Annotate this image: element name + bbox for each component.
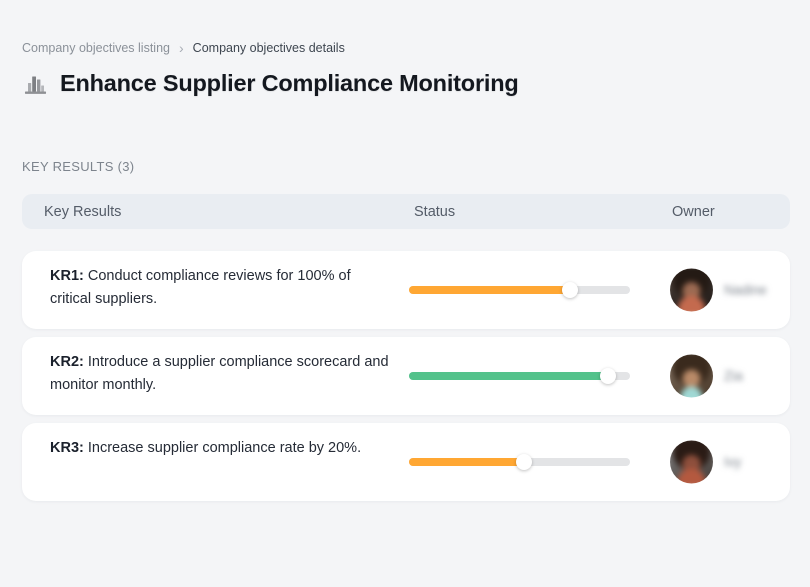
column-header-owner: Owner [672,203,715,220]
key-result-text: KR3: Increase supplier compliance rate b… [50,437,392,460]
table-row[interactable]: KR2: Introduce a supplier compliance sco… [22,337,790,415]
table-row[interactable]: KR3: Increase supplier compliance rate b… [22,423,790,501]
progress-knob[interactable] [599,368,616,384]
progress-slider[interactable] [409,282,630,298]
key-result-description: Increase supplier compliance rate by 20%… [87,440,362,456]
buildings-chart-icon [22,70,49,97]
progress-fill [409,458,524,466]
progress-slider[interactable] [409,368,630,384]
avatar [670,354,713,398]
key-result-label: KR2: [50,354,84,370]
page-content: Company objectives listing › Company obj… [0,41,810,501]
page-title: Enhance Supplier Compliance Monitoring [60,70,519,96]
progress-slider[interactable] [409,454,630,470]
owner-cell: Nadine [670,268,767,312]
key-result-label: KR3: [50,440,84,456]
key-result-description: Introduce a supplier compliance scorecar… [50,354,389,393]
table-header: Key Results Status Owner [22,194,790,229]
owner-cell: Zia [670,354,743,398]
key-result-text: KR2: Introduce a supplier compliance sco… [50,351,392,397]
table-row[interactable]: KR1: Conduct compliance reviews for 100%… [22,251,790,329]
objective-title-row: Enhance Supplier Compliance Monitoring [22,70,790,97]
column-header-key-results: Key Results [44,203,122,220]
owner-name: Zia [724,368,743,384]
key-result-label: KR1: [50,268,84,284]
progress-fill [409,372,608,380]
avatar [670,268,713,312]
key-result-text: KR1: Conduct compliance reviews for 100%… [50,265,392,311]
progress-fill [409,286,571,294]
avatar [670,440,713,484]
key-result-description: Conduct compliance reviews for 100% of c… [50,268,351,307]
key-results-section-label: KEY RESULTS (3) [22,159,135,174]
chevron-right-icon: › [179,40,184,56]
owner-name: Ivy [724,454,742,470]
breadcrumb-item-details: Company objectives details [192,41,345,55]
breadcrumb-item-listing[interactable]: Company objectives listing [22,41,170,55]
column-header-status: Status [414,203,456,220]
breadcrumb: Company objectives listing › Company obj… [22,41,790,55]
owner-name: Nadine [724,282,767,298]
key-results-list: KR1: Conduct compliance reviews for 100%… [22,251,790,501]
progress-knob[interactable] [515,454,532,470]
progress-knob[interactable] [562,282,579,298]
owner-cell: Ivy [670,440,742,484]
